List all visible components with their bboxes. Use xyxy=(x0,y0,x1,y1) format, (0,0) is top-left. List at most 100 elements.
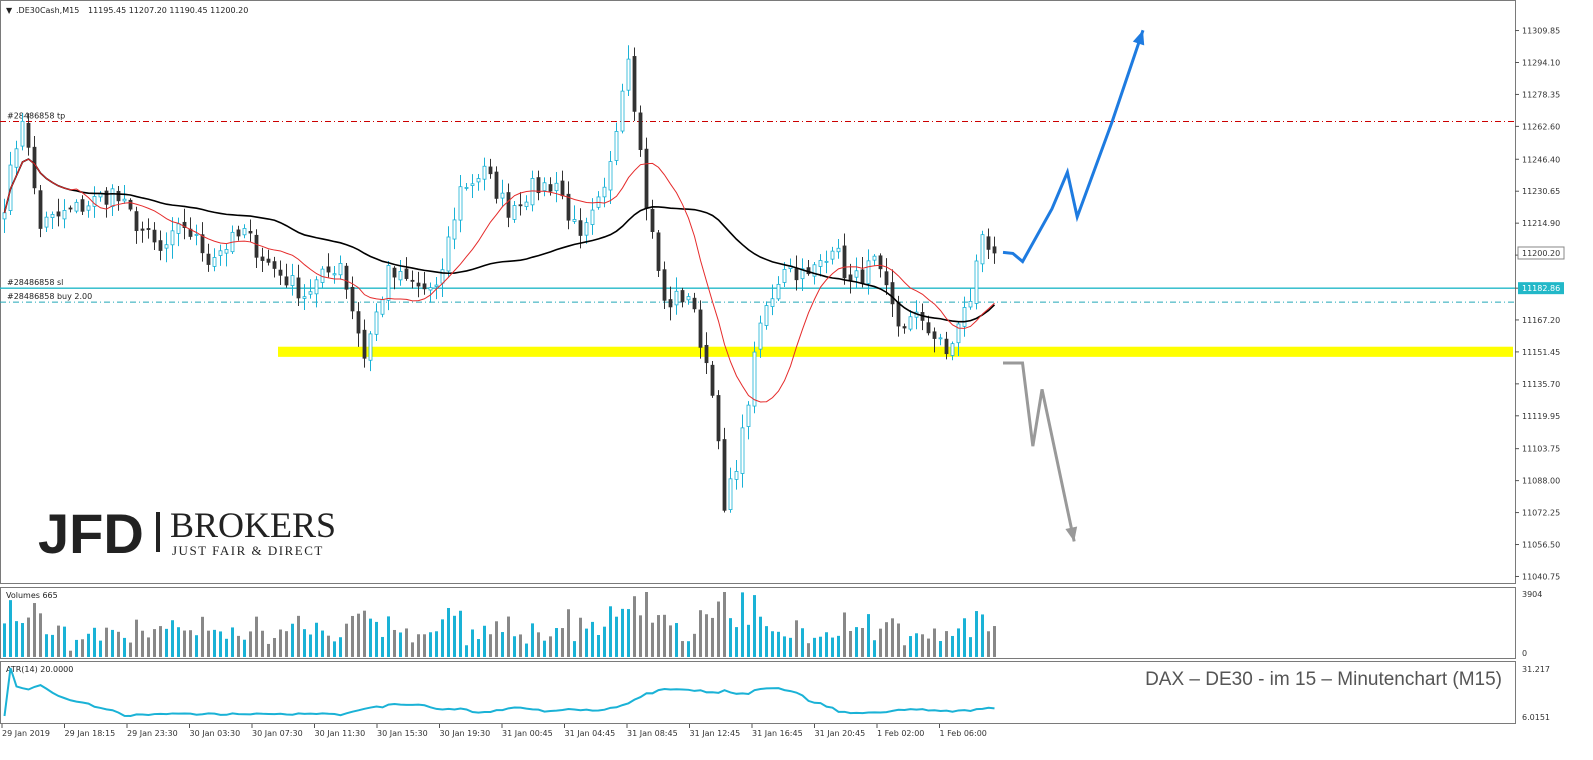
candle-body xyxy=(866,260,871,284)
candle-body xyxy=(662,269,667,301)
price-tick-label: 11135.70 xyxy=(1522,380,1560,389)
header-symbol-arrow-icon[interactable]: ▼ xyxy=(6,6,13,15)
volume-bar xyxy=(399,632,402,657)
candle-body xyxy=(14,148,19,168)
time-tick-label: 31 Jan 20:45 xyxy=(815,729,866,738)
candle-body xyxy=(590,209,595,225)
header-ohlc: 11195.45 11207.20 11190.45 11200.20 xyxy=(88,6,248,15)
volume-bar xyxy=(651,622,654,657)
volume-label: Volumes 665 xyxy=(6,591,58,600)
candle-body xyxy=(428,287,433,291)
volume-bar xyxy=(231,627,234,657)
volume-bar xyxy=(195,635,198,657)
volume-bar xyxy=(573,641,576,657)
candle-body xyxy=(368,333,373,361)
volume-bar xyxy=(687,641,690,657)
volume-bar xyxy=(33,603,36,657)
tp-label: #28486858 tp xyxy=(7,112,65,121)
price-tick-label: 11167.20 xyxy=(1522,316,1560,325)
header-symbol: .DE30Cash,M15 xyxy=(16,6,79,15)
candle-body xyxy=(350,286,355,312)
candle-body xyxy=(62,210,67,220)
candle-body xyxy=(44,216,49,228)
logo-tagline: JUST FAIR & DIRECT xyxy=(172,543,324,558)
candle-body xyxy=(572,219,577,222)
volume-bar xyxy=(555,628,558,657)
volume-bar xyxy=(507,616,510,657)
candle-body xyxy=(398,270,403,281)
candle-body xyxy=(632,56,637,112)
volume-bar xyxy=(819,636,822,657)
volume-bar xyxy=(981,614,984,657)
time-tick-label: 31 Jan 16:45 xyxy=(752,729,803,738)
volume-bar xyxy=(627,609,630,657)
sl-label: #28486858 sl xyxy=(7,278,63,287)
price-tick-label: 11278.35 xyxy=(1522,90,1560,99)
volume-bar xyxy=(87,633,90,657)
candle-body xyxy=(566,193,571,221)
volume-bar xyxy=(939,641,942,657)
time-tick-label: 30 Jan 03:30 xyxy=(190,729,241,738)
candle-body xyxy=(950,343,955,356)
volume-bar xyxy=(261,630,264,657)
volume-bar xyxy=(741,592,744,657)
candle-body xyxy=(56,211,61,217)
volume-min-tick: 0 xyxy=(1522,649,1527,658)
time-tick-label: 30 Jan 19:30 xyxy=(440,729,491,738)
current-price-badge xyxy=(1517,246,1565,260)
volume-bar xyxy=(93,627,96,657)
candle-body xyxy=(68,207,73,210)
volume-bar xyxy=(639,615,642,657)
candle-body xyxy=(212,257,217,267)
candle-body xyxy=(158,240,163,251)
bullish-arrowhead-icon xyxy=(1132,30,1145,46)
candle-body xyxy=(116,190,121,202)
volume-bar xyxy=(735,627,738,657)
price-tick-label: 11040.75 xyxy=(1522,572,1560,581)
time-tick-label: 31 Jan 00:45 xyxy=(502,729,553,738)
candle-body xyxy=(614,131,619,161)
volume-panel-frame xyxy=(0,587,1516,659)
volume-bar xyxy=(825,632,828,657)
candle-body xyxy=(638,112,643,150)
candle-body xyxy=(296,277,301,299)
candle-body xyxy=(932,331,937,339)
candle-body xyxy=(722,439,727,511)
candle-body xyxy=(128,199,133,210)
volume-bar xyxy=(363,610,366,657)
volume-bar xyxy=(699,610,702,657)
volume-bar xyxy=(873,640,876,657)
volume-bar xyxy=(405,628,408,657)
candle-body xyxy=(704,344,709,364)
volume-bar xyxy=(957,628,960,657)
bearish-scenario-path xyxy=(1003,361,1076,542)
candle-body xyxy=(74,201,79,212)
volume-bar xyxy=(795,620,798,657)
buy-label: #28486858 buy 2.00 xyxy=(7,292,92,301)
candle-body xyxy=(164,244,169,249)
candle-body xyxy=(476,178,481,183)
volume-bar xyxy=(783,636,786,657)
volume-bar xyxy=(975,611,978,657)
time-tick-label: 30 Jan 11:30 xyxy=(315,729,366,738)
volume-bar xyxy=(183,630,186,657)
candle-body xyxy=(392,267,397,278)
candle-body xyxy=(494,171,499,199)
candle-body xyxy=(182,221,187,228)
candle-body xyxy=(200,234,205,254)
candle-body xyxy=(278,269,283,276)
candle-body xyxy=(794,268,799,281)
volume-bar xyxy=(801,628,804,657)
candle-body xyxy=(410,279,415,282)
candle-body xyxy=(692,297,697,310)
candle-body xyxy=(530,178,535,206)
time-tick-label: 1 Feb 02:00 xyxy=(877,729,924,738)
candle-body xyxy=(20,120,25,147)
candle-body xyxy=(626,58,631,91)
chart-caption: DAX – DE30 - im 15 – Minutenchart (M15) xyxy=(1145,669,1502,690)
volume-bar xyxy=(831,637,834,657)
candle-body xyxy=(146,228,151,230)
candle-body xyxy=(344,265,349,290)
main-panel-frame xyxy=(0,0,1516,584)
volume-bar xyxy=(75,639,78,657)
